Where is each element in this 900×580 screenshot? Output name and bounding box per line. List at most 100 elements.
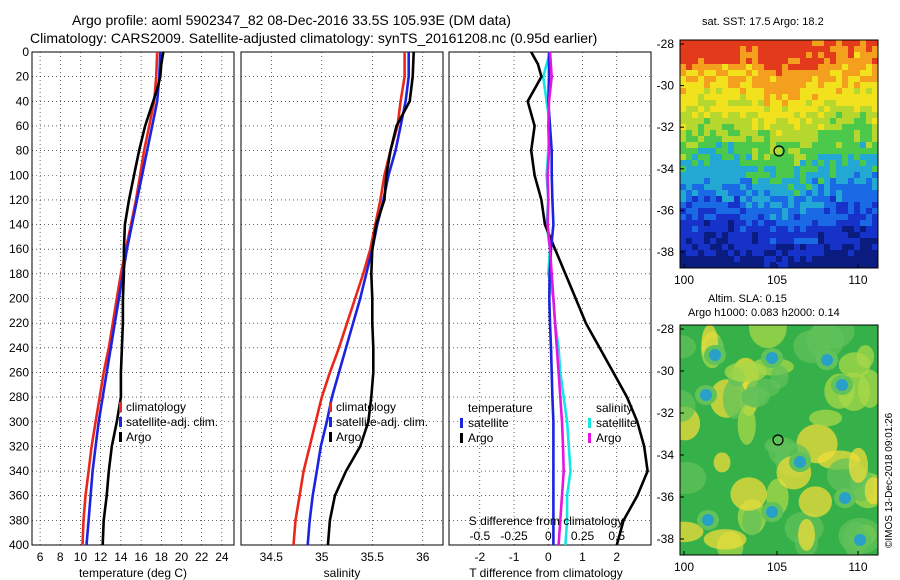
sst-cell [716, 88, 722, 94]
sst-cell [782, 166, 788, 172]
sst-cell [764, 46, 770, 52]
sst-cell [686, 250, 692, 256]
sst-cell [776, 214, 782, 220]
sla-blob [730, 477, 767, 511]
sst-cell [830, 160, 836, 166]
sst-cell [758, 82, 764, 88]
sla-blob [742, 507, 762, 536]
sst-cell [710, 232, 716, 238]
x-tick-label: 8 [57, 550, 64, 564]
sst-cell [812, 76, 818, 82]
sst-cell [794, 214, 800, 220]
sst-cell [812, 160, 818, 166]
sst-cell [704, 100, 710, 106]
sst-cell [818, 184, 824, 190]
sst-cell [704, 214, 710, 220]
sst-cell [722, 238, 728, 244]
sst-cell [770, 64, 776, 70]
sst-cell [830, 70, 836, 76]
sst-cell [722, 64, 728, 70]
sst-cell [800, 124, 806, 130]
sst-cell [866, 220, 872, 226]
x-tick-label: 24 [215, 550, 229, 564]
sst-cell [866, 76, 872, 82]
legend-temperature-argo-swatch [460, 433, 463, 443]
sst-cell [770, 256, 776, 262]
sst-cell [806, 82, 812, 88]
title-line-2: Climatology: CARS2009. Satellite-adjuste… [30, 30, 597, 46]
sst-cell [770, 154, 776, 160]
sst-cell [758, 226, 764, 232]
sst-cell [722, 190, 728, 196]
sst-cell [818, 154, 824, 160]
sst-cell [836, 184, 842, 190]
y-tick-label: 200 [9, 292, 29, 306]
sst-cell [704, 226, 710, 232]
sst-cell [842, 76, 848, 82]
sst-cell [692, 238, 698, 244]
sst-cell [782, 208, 788, 214]
sst-cell [842, 94, 848, 100]
sst-cell [758, 190, 764, 196]
sst-cell [680, 226, 686, 232]
sst-cell [764, 88, 770, 94]
sst-cell [830, 76, 836, 82]
sst-cell [866, 130, 872, 136]
sst-cell [722, 160, 728, 166]
sst-cell [842, 52, 848, 58]
sst-cell [818, 190, 824, 196]
sst-cell [746, 130, 752, 136]
sst-cell [872, 106, 878, 112]
sst-cell [818, 172, 824, 178]
sst-cell [734, 172, 740, 178]
sst-cell [770, 58, 776, 64]
sst-cell [854, 160, 860, 166]
sst-cell [824, 106, 830, 112]
sst-cell [686, 52, 692, 58]
sst-cell [794, 94, 800, 100]
sst-cell [740, 142, 746, 148]
sst-cell [734, 190, 740, 196]
sst-cell [758, 124, 764, 130]
sst-cell [740, 202, 746, 208]
sst-cell [818, 226, 824, 232]
sst-cell [848, 178, 854, 184]
sst-cell [716, 52, 722, 58]
sst-cell [704, 124, 710, 130]
sst-cell [740, 226, 746, 232]
sst-cell [698, 88, 704, 94]
sst-cell [860, 244, 866, 250]
x-tick-label: 20 [175, 550, 189, 564]
sst-cell [704, 202, 710, 208]
sst-cell [824, 208, 830, 214]
sst-cell [758, 160, 764, 166]
sst-cell [692, 130, 698, 136]
sst-cell [818, 178, 824, 184]
sst-cell [728, 130, 734, 136]
sst-map-axes: 100 105 110 -28 -30 -32 -34 -36 -38 [657, 37, 868, 287]
sst-cell [770, 202, 776, 208]
sst-cell [716, 226, 722, 232]
sst-cell [734, 208, 740, 214]
sst-cell [758, 100, 764, 106]
sst-cell [740, 112, 746, 118]
sst-cell [800, 184, 806, 190]
sst-cell [800, 94, 806, 100]
series-layer [81, 51, 649, 546]
sst-cell [836, 94, 842, 100]
sst-cell [770, 112, 776, 118]
sst-cell [746, 202, 752, 208]
sst-cell [806, 226, 812, 232]
sst-cell [758, 208, 764, 214]
sst-cell [830, 214, 836, 220]
sst-cell [770, 214, 776, 220]
sst-cell [716, 100, 722, 106]
sst-cell [848, 106, 854, 112]
sst-cell [788, 184, 794, 190]
sst-cell [716, 250, 722, 256]
sst-cell [812, 136, 818, 142]
sst-cell [848, 196, 854, 202]
sst-cell [872, 100, 878, 106]
sst-cell [692, 154, 698, 160]
sst-cell [860, 112, 866, 118]
